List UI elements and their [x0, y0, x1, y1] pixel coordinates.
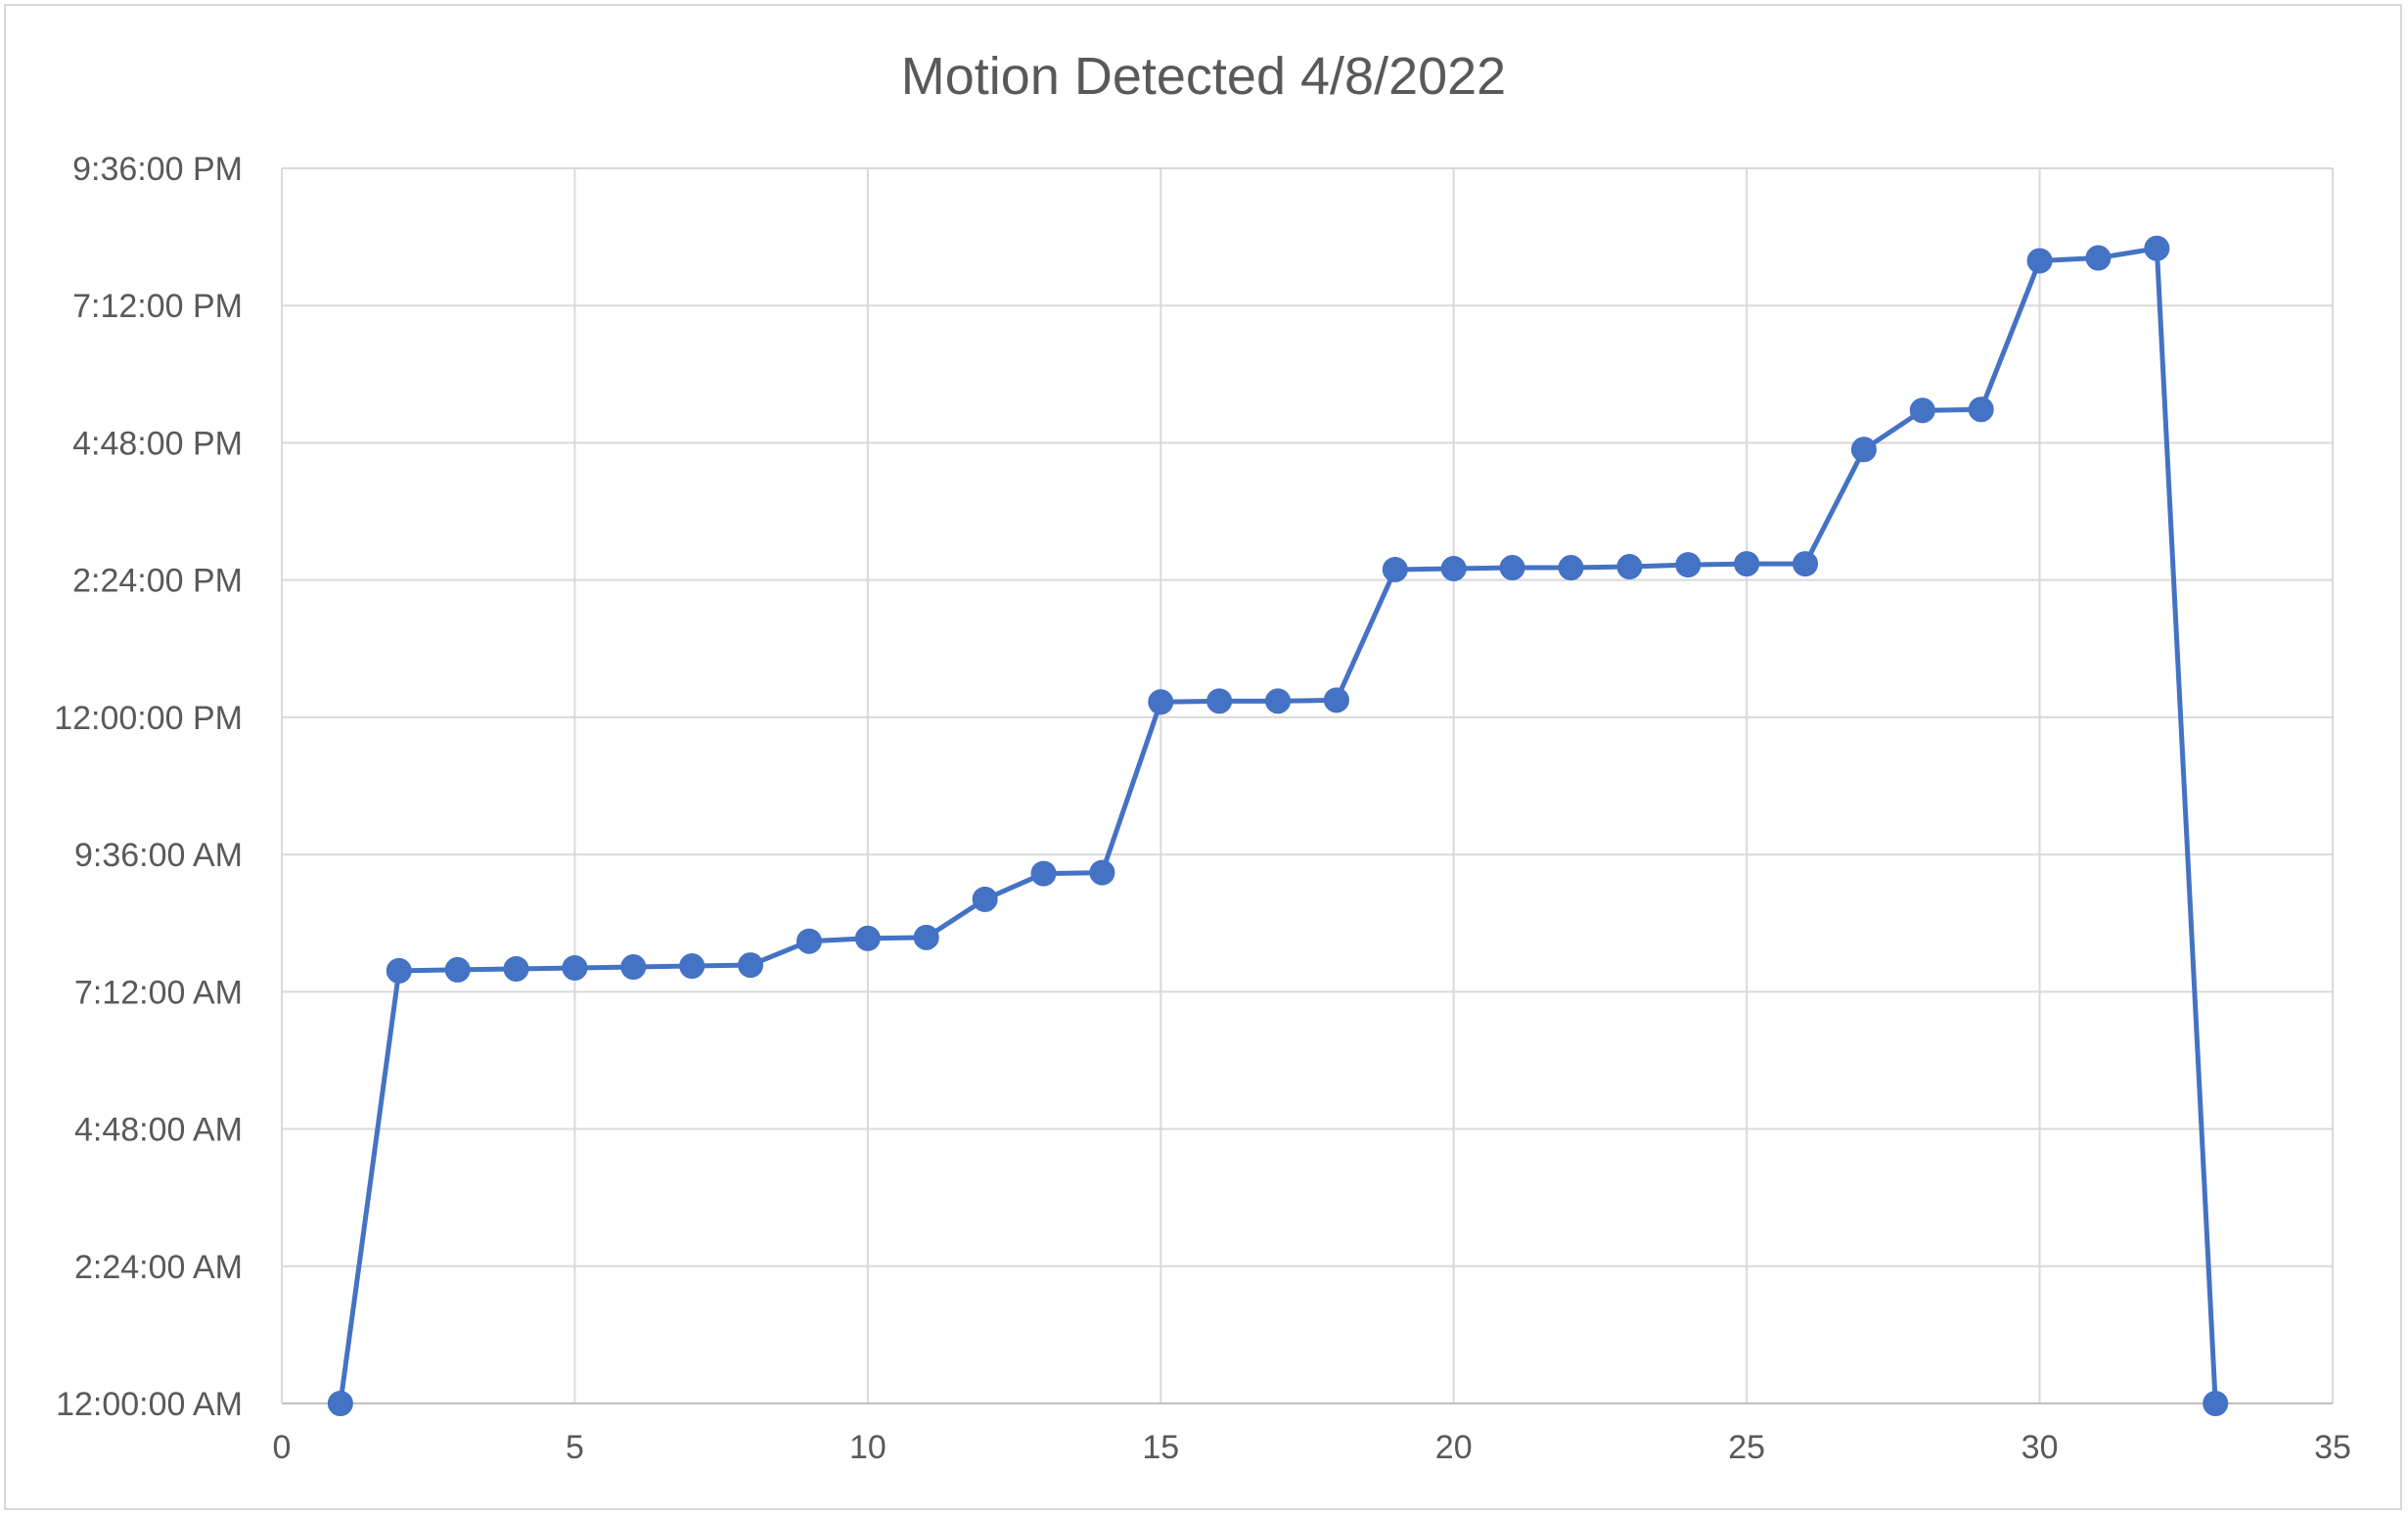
data-point	[1323, 687, 1349, 713]
data-point	[1968, 396, 1994, 423]
data-point	[1265, 688, 1292, 714]
data-point	[738, 952, 764, 979]
y-tick-label: 12:00:00 PM	[54, 700, 243, 737]
data-point	[2203, 1391, 2229, 1416]
x-axis-tick-labels: 0 5 10 15 20 25 30 35	[273, 1429, 2351, 1466]
axes	[281, 168, 2333, 1404]
x-tick-label: 30	[2022, 1429, 2059, 1466]
data-point	[1675, 552, 1702, 578]
data-point	[1616, 554, 1643, 580]
x-tick-label: 10	[849, 1429, 886, 1466]
data-point	[1793, 551, 1819, 577]
data-point	[1850, 436, 1877, 463]
data-point	[1440, 555, 1467, 581]
data-point	[1499, 555, 1525, 581]
data-point	[1382, 556, 1408, 582]
data-point	[854, 925, 881, 951]
data-point	[1909, 397, 1935, 424]
x-tick-label: 5	[566, 1429, 584, 1466]
data-point	[1734, 551, 1760, 577]
y-tick-label: 12:00:00 AM	[56, 1386, 243, 1423]
y-tick-label: 7:12:00 AM	[74, 974, 243, 1011]
y-tick-label: 2:24:00 AM	[74, 1249, 243, 1286]
x-tick-label: 0	[273, 1429, 292, 1466]
data-point	[1030, 860, 1057, 887]
chart-frame	[4, 4, 2402, 1510]
data-point	[1558, 555, 1584, 581]
data-point	[327, 1391, 353, 1416]
data-point	[679, 953, 705, 980]
y-tick-label: 4:48:00 PM	[72, 425, 243, 462]
x-tick-label: 15	[1142, 1429, 1179, 1466]
y-tick-label: 7:12:00 PM	[72, 288, 243, 325]
x-tick-label: 25	[1728, 1429, 1765, 1466]
data-point	[444, 956, 471, 983]
data-point	[1206, 688, 1233, 714]
data-point	[1089, 859, 1115, 886]
data-point	[386, 957, 412, 984]
y-tick-label: 9:36:00 AM	[74, 837, 243, 874]
chart-title: Motion Detected 4/8/2022	[901, 47, 1506, 106]
series-group	[327, 235, 2229, 1416]
data-point	[2144, 235, 2170, 261]
y-tick-label: 2:24:00 PM	[72, 563, 243, 600]
data-point	[2085, 245, 2112, 271]
data-point	[620, 954, 647, 981]
data-point	[2026, 248, 2053, 274]
x-tick-label: 35	[2314, 1429, 2351, 1466]
y-axis-tick-labels: 12:00:00 AM 2:24:00 AM 4:48:00 AM 7:12:00 A…	[54, 151, 243, 1423]
series-line	[338, 246, 2218, 1404]
gridlines	[282, 167, 2334, 1403]
data-point	[913, 924, 939, 950]
data-point	[1148, 689, 1174, 715]
x-tick-label: 20	[1435, 1429, 1473, 1466]
data-point	[972, 886, 998, 912]
data-point	[503, 955, 529, 982]
y-tick-label: 4:48:00 AM	[74, 1112, 243, 1149]
y-tick-label: 9:36:00 PM	[72, 151, 243, 188]
data-point	[795, 928, 822, 954]
data-point	[562, 954, 588, 981]
